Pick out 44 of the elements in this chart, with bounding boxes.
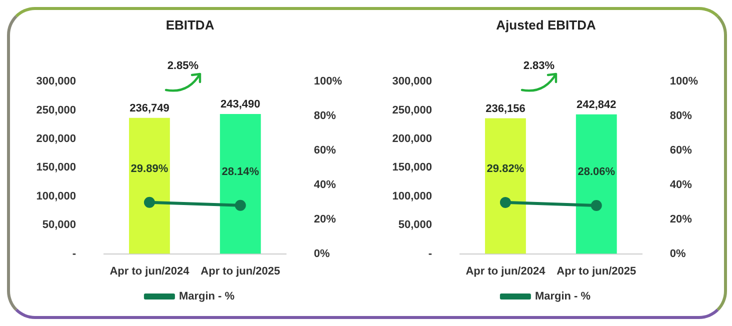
y-tick-label: 200,000 — [392, 133, 432, 146]
data-label: 242,842 — [576, 98, 616, 111]
y2-tick-label: 20% — [314, 213, 336, 226]
y2-tick-label: 40% — [670, 178, 692, 191]
data-label: 29.89% — [130, 162, 168, 175]
y-tick-label: - — [428, 248, 432, 260]
y2-tick-label: 40% — [314, 178, 336, 191]
y-tick-label: 300,000 — [36, 76, 76, 88]
y-tick-label: 100,000 — [392, 190, 432, 202]
y2-tick-label: 0% — [670, 248, 686, 260]
y2-tick-label: 100% — [314, 76, 342, 88]
x-tick-label: Apr to jun/2025 — [556, 265, 636, 278]
y-tick-label: 250,000 — [392, 104, 432, 116]
legend-label: Margin - % — [534, 290, 591, 303]
y-tick-label: 50,000 — [398, 219, 432, 232]
data-label: 236,749 — [130, 102, 170, 114]
y2-tick-label: 60% — [314, 144, 336, 157]
legend-label: Margin - % — [178, 290, 235, 303]
y-tick-label: 150,000 — [392, 162, 432, 174]
chart-title: EBITDA — [166, 17, 215, 32]
data-label: 29.82% — [486, 162, 524, 175]
y2-tick-label: 80% — [314, 110, 336, 122]
y2-tick-label: 100% — [670, 76, 698, 88]
y-tick-label: 250,000 — [36, 104, 76, 116]
data-label: 243,490 — [220, 98, 260, 111]
data-label: 28.14% — [222, 166, 260, 178]
chart-title: Ajusted EBITDA — [496, 17, 596, 32]
x-tick-label: Apr to jun/2025 — [200, 265, 280, 278]
y-tick-label: 100,000 — [36, 190, 76, 202]
y-tick-label: 50,000 — [42, 219, 76, 232]
data-label: 236,156 — [486, 102, 526, 115]
text: 2.83% — [523, 60, 555, 72]
y2-tick-label: 20% — [670, 213, 692, 226]
y-tick-label: 150,000 — [36, 162, 76, 174]
y2-tick-label: 0% — [314, 248, 330, 260]
y2-tick-label: 60% — [670, 144, 692, 157]
data-label: 28.06% — [578, 166, 616, 178]
y2-tick-label: 80% — [670, 110, 692, 122]
text: 2.85% — [167, 60, 199, 72]
x-tick-label: Apr to jun/2024 — [110, 265, 190, 278]
y-tick-label: - — [72, 248, 76, 260]
x-tick-label: Apr to jun/2024 — [466, 265, 546, 278]
y-tick-label: 200,000 — [36, 133, 76, 146]
y-tick-label: 300,000 — [392, 76, 432, 88]
